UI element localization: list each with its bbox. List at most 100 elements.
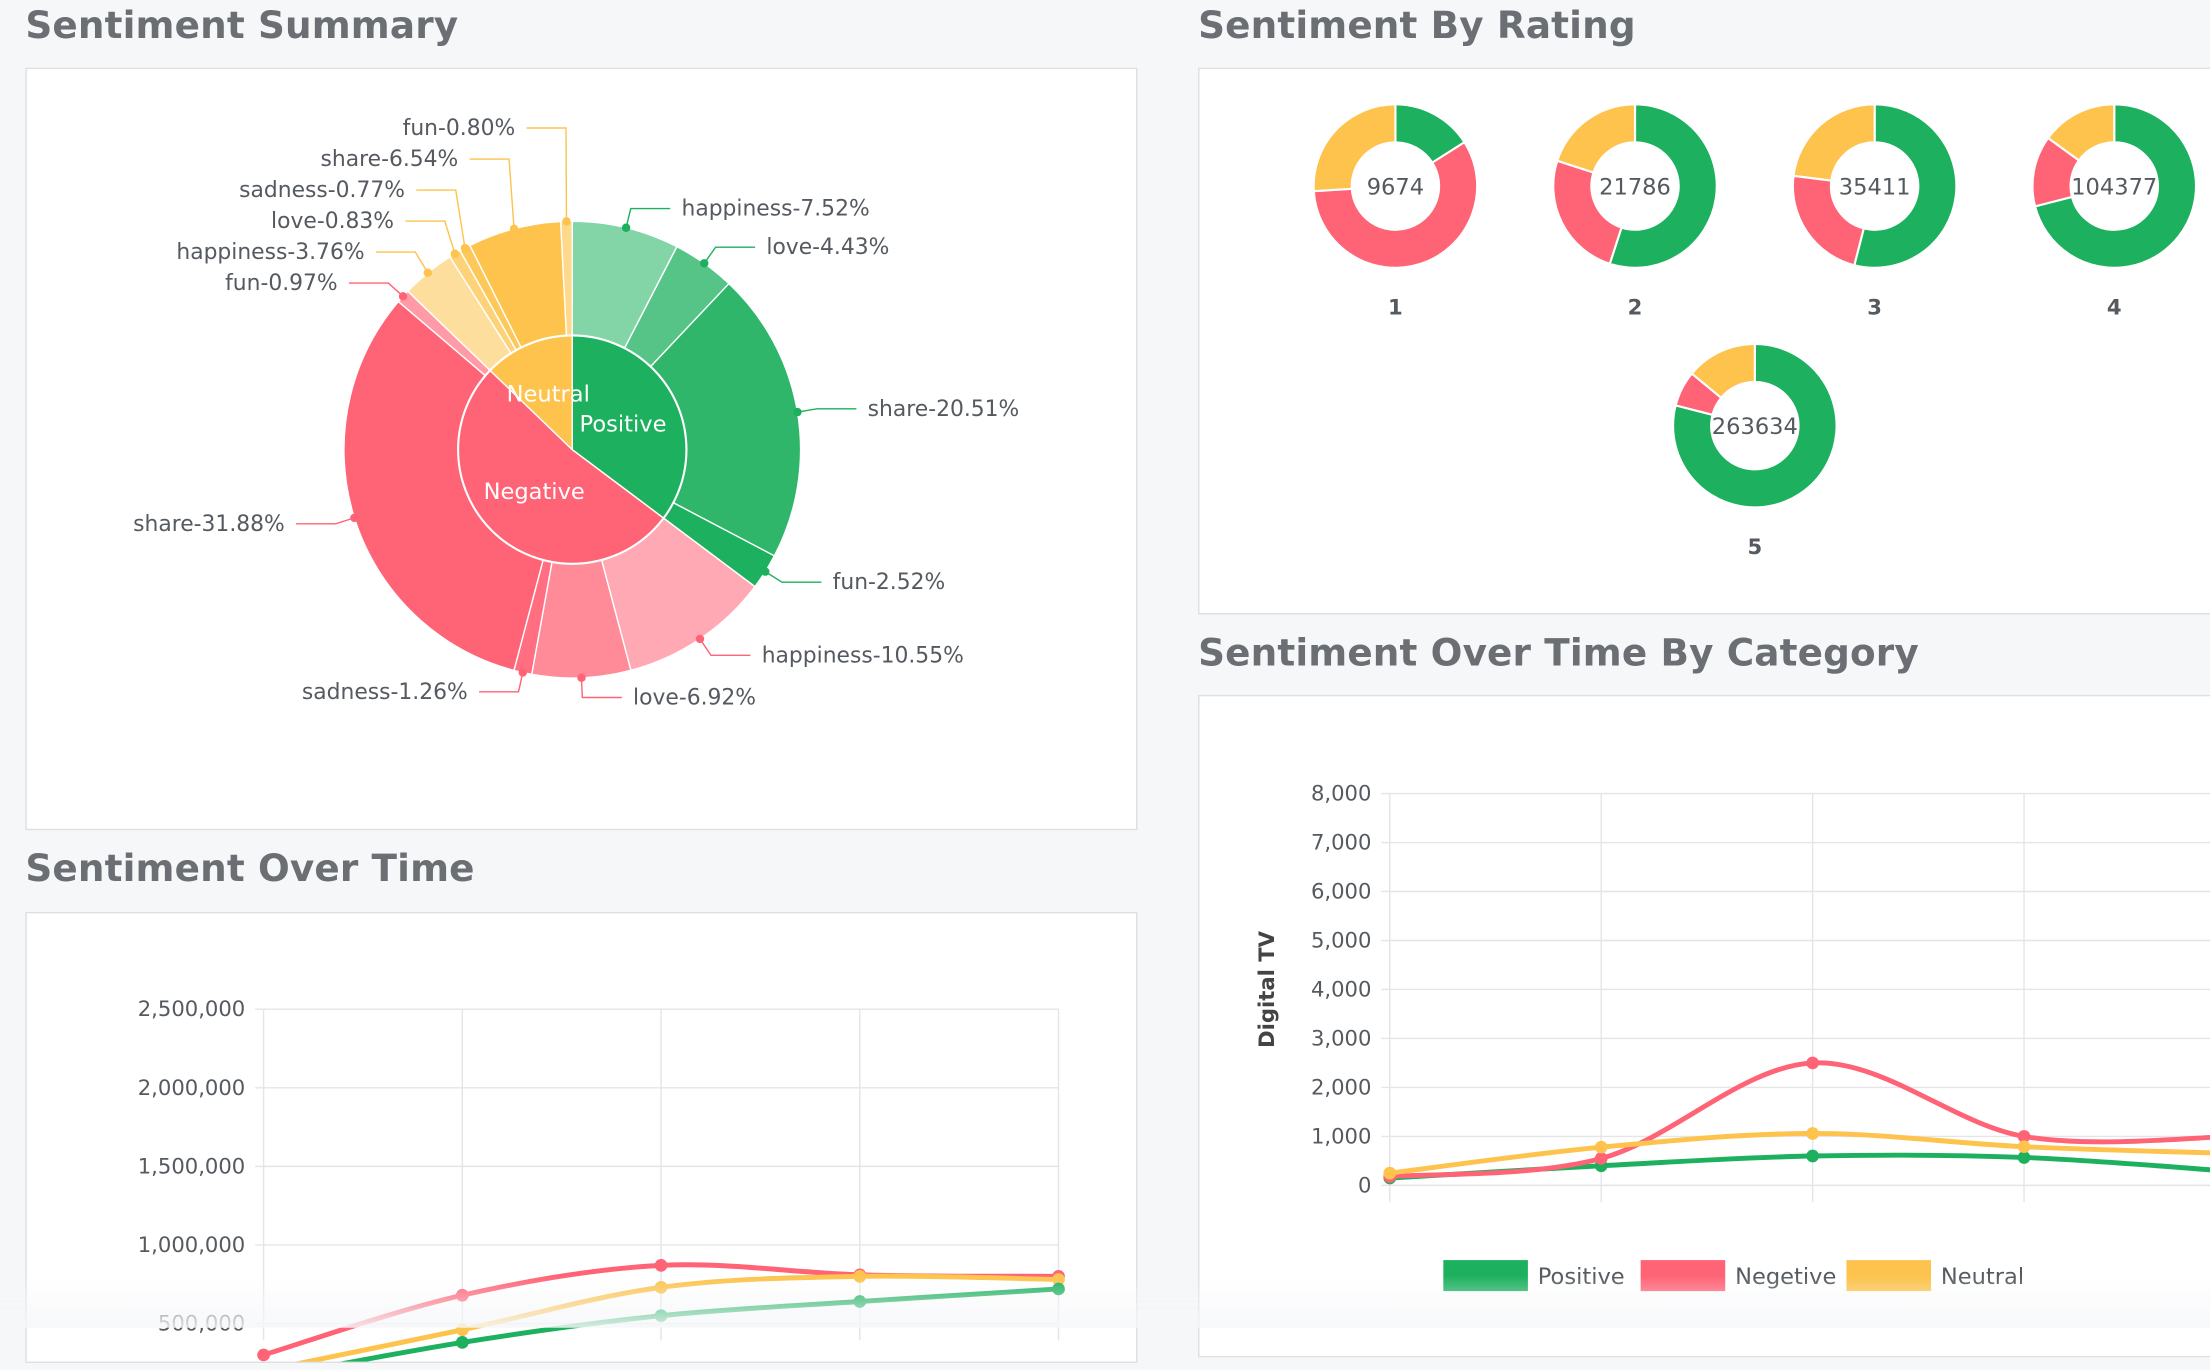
label-leader [416,190,465,248]
sunburst-inner-label: Neutral [507,382,590,408]
data-point [1806,1150,1819,1163]
label-leader [349,283,403,296]
y-tick-label: 8,000 [1311,781,1371,806]
data-point [1052,1283,1065,1296]
legend: Positive Negetive Neutral [1443,1260,2024,1291]
sunburst-inner-label: Positive [580,411,667,437]
label-dot [424,269,432,277]
donut-segment [1794,104,1875,180]
data-point [2018,1140,2031,1153]
donut-total: 21786 [1599,175,1671,201]
sentiment-summary-panel: Positive Negative Neutral happiness-7.52% lo… [25,68,1137,831]
data-point [456,1323,469,1336]
sunburst-label: share-6.54% [321,147,459,172]
data-point [456,1336,469,1349]
rating-donut: 263634 5 [1673,344,1837,559]
data-point [1595,1152,1608,1165]
data-point [655,1309,668,1322]
sunburst-label: share-20.51% [868,397,1020,422]
sunburst-label: happiness-10.55% [762,643,964,668]
y-tick-label: 2,000 [1311,1074,1371,1099]
data-point [853,1270,866,1283]
sentiment-by-rating-title: Sentiment By Rating [1198,4,1636,48]
sunburst-label: happiness-3.76% [176,240,364,265]
label-leader [700,639,751,655]
sentiment-over-time-panel: 2,500,000 2,000,000 1,500,000 1,000,000 500,… [25,912,1137,1363]
sentiment-by-category-chart: 8,000 7,000 6,000 5,000 4,000 3,000 2,000 1,000… [1199,696,2210,1358]
spacer [27,913,28,914]
plot-area [1383,1057,2210,1185]
label-leader [626,209,670,228]
legend-swatch [1641,1260,1726,1291]
y-tick-label: 1,500,000 [138,1153,246,1178]
label-leader [582,678,622,698]
sunburst-label: sadness-1.26% [302,680,468,705]
label-leader [704,247,755,263]
y-tick-label: 500,000 [158,1311,245,1336]
sunburst-label: love-4.43% [766,235,889,260]
y-tick-label: 2,500,000 [138,996,246,1021]
y-tick-label: 7,000 [1311,830,1371,855]
donut-total: 104377 [2071,175,2157,201]
data-point [655,1259,668,1272]
sentiment-by-category-panel: 8,000 7,000 6,000 5,000 4,000 3,000 2,000 1,000… [1198,695,2210,1357]
label-leader [765,572,821,583]
y-tick-label: 5,000 [1311,928,1371,953]
sunburst-label: fun-0.80% [403,116,516,141]
y-tick-label: 0 [1358,1172,1371,1197]
data-point [456,1289,469,1302]
sunburst-label: sadness-0.77% [239,178,405,203]
sunburst-label: love-0.83% [271,209,394,234]
donut-rating-label: 2 [1628,294,1643,319]
sunburst-label: share-31.88% [133,512,285,537]
y-tick-label: 2,000,000 [138,1075,246,1100]
label-leader [296,518,354,524]
y-tick-label: 6,000 [1311,879,1371,904]
sunburst-label: fun-0.97% [225,271,338,296]
donut-rating-label: 5 [1747,534,1762,559]
legend-swatch [1846,1260,1931,1291]
donut-segment [1557,104,1635,172]
data-point [1806,1057,1819,1070]
data-point [853,1295,866,1308]
y-tick-label: 4,000 [1311,977,1371,1002]
y-tick-label: 1,000 [1311,1123,1371,1148]
dashboard: Sentiment Summary Sentiment By Rating Se… [0,0,2210,1328]
y-tick-label: 1,000,000 [138,1232,246,1257]
sentiment-summary-title: Sentiment Summary [25,4,458,48]
donut-total: 35411 [1839,175,1911,201]
sunburst-inner-label: Negative [484,479,585,505]
sunburst-chart[interactable]: Positive Negative Neutral happiness-7.52% lo… [27,69,1139,832]
sunburst-inner-ring: Positive Negative Neutral [458,335,686,563]
rating-donut: 21786 2 [1553,104,1717,319]
data-point [1595,1141,1608,1154]
sentiment-over-time-title: Sentiment Over Time [25,847,474,891]
sentiment-over-time-chart: 2,500,000 2,000,000 1,500,000 1,000,000 500,… [27,913,1139,1364]
label-leader [479,673,523,692]
rating-donut: 35411 3 [1793,104,1957,319]
y-tick-label: 3,000 [1311,1025,1371,1050]
donut-total: 263634 [1712,414,1798,440]
sunburst-label: fun-2.52% [833,570,946,595]
data-point [1383,1167,1396,1180]
label-dot [350,514,358,522]
data-point [655,1281,668,1294]
donut-rating-label: 3 [1867,294,1882,319]
label-leader [797,409,856,412]
data-point [1806,1127,1819,1140]
rating-donut: 104377 4 [2032,104,2196,319]
donut-rating-label: 4 [2107,294,2122,319]
legend-label: Neutral [1941,1264,2024,1290]
label-leader [405,221,455,254]
label-leader [470,159,514,229]
sunburst-label: happiness-7.52% [681,197,869,222]
legend-label: Positive [1538,1264,1625,1290]
label-leader [527,128,567,221]
legend-label: Negetive [1735,1264,1836,1290]
donut-rating-label: 1 [1388,294,1403,319]
sunburst-label: love-6.92% [633,686,756,711]
data-point [257,1349,270,1362]
